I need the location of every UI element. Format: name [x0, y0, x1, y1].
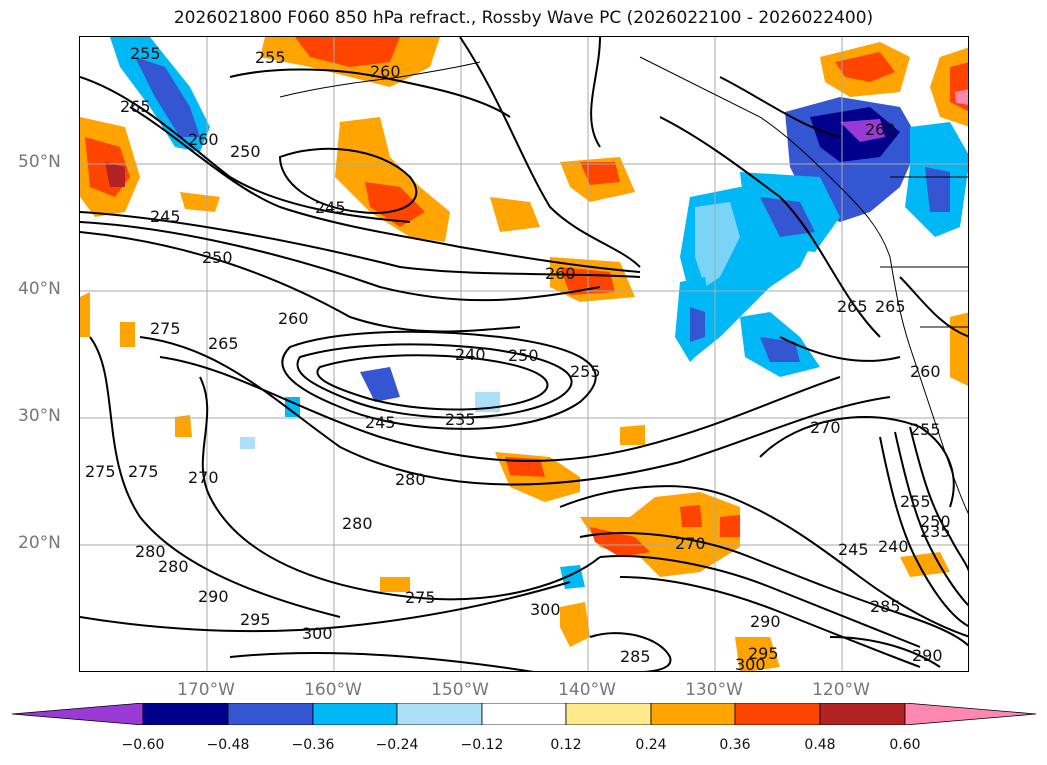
map-panel: 255 255 260 265 260 250 245 245 250 260 … — [79, 36, 969, 672]
lat-label-30n: 30°N — [18, 406, 61, 426]
colorbar-segment — [481, 703, 567, 725]
contour-label: 245 — [150, 207, 181, 226]
colorbar-tick: −0.60 — [121, 737, 165, 753]
colorbar-segment — [819, 703, 906, 725]
lon-label-140w: 140°W — [558, 680, 616, 700]
contour-label: 235 — [445, 410, 476, 429]
contour-label: 290 — [198, 587, 229, 606]
colorbar-segment — [12, 703, 144, 725]
contour-label: 260 — [865, 120, 896, 139]
lon-label-120w: 120°W — [812, 680, 870, 700]
contour-label: 290 — [750, 612, 781, 631]
colorbar-segments — [12, 703, 1036, 725]
contour-label: 270 — [810, 418, 841, 437]
colorbar-segment — [565, 703, 652, 725]
contour-label: 265 — [875, 297, 906, 316]
contour-label: 260 — [370, 62, 401, 81]
colorbar-tick: −0.12 — [460, 737, 504, 753]
colorbar-segment — [904, 703, 1036, 725]
lon-label-150w: 150°W — [431, 680, 489, 700]
contour-label: 280 — [395, 470, 426, 489]
colorbar — [12, 703, 1036, 725]
contour-label: 290 — [912, 646, 943, 665]
colorbar-segment — [734, 703, 821, 725]
contour-label: 285 — [620, 647, 651, 666]
contour-label: 245 — [838, 540, 869, 559]
refractivity-contours — [80, 37, 968, 671]
contour-label: 255 — [130, 44, 161, 63]
contour-label: 260 — [545, 264, 576, 283]
colorbar-tick: 0.36 — [719, 737, 751, 753]
lon-label-170w: 170°W — [177, 680, 235, 700]
contour-labels: 255 255 260 265 260 250 245 245 250 260 … — [85, 44, 951, 672]
map-canvas: 255 255 260 265 260 250 245 245 250 260 … — [80, 37, 968, 672]
contour-label: 300 — [735, 655, 766, 672]
contour-label: 265 — [208, 334, 239, 353]
colorbar-tick: 0.12 — [550, 737, 582, 753]
contour-label: 255 — [910, 420, 941, 439]
colorbar-segment — [142, 703, 229, 725]
map-title: 2026021800 F060 850 hPa refract., Rossby… — [173, 8, 874, 28]
contour-label: 235 — [920, 522, 951, 541]
colorbar-tick: 0.24 — [635, 737, 667, 753]
contour-label: 260 — [910, 362, 941, 381]
contour-label: 250 — [230, 142, 261, 161]
contour-label: 260 — [188, 130, 219, 149]
contour-label: 285 — [870, 597, 901, 616]
contour-label: 280 — [158, 557, 189, 576]
contour-label: 245 — [365, 413, 396, 432]
colorbar-tick: −0.24 — [375, 737, 419, 753]
contour-label: 240 — [455, 345, 486, 364]
contour-label: 275 — [150, 319, 181, 338]
contour-label: 270 — [188, 468, 219, 487]
lon-label-130w: 130°W — [685, 680, 743, 700]
graticule — [80, 37, 968, 671]
colorbar-tick: −0.36 — [291, 737, 335, 753]
lat-label-50n: 50°N — [18, 152, 61, 172]
coastline — [279, 56, 968, 514]
colorbar-tick: −0.48 — [206, 737, 250, 753]
colorbar-segment — [650, 703, 736, 725]
contour-label: 275 — [128, 462, 159, 481]
contour-label: 255 — [570, 362, 601, 381]
colorbar-segment — [227, 703, 314, 725]
contour-label: 255 — [900, 492, 931, 511]
lat-label-20n: 20°N — [18, 533, 61, 553]
colorbar-tick: 0.60 — [889, 737, 921, 753]
contour-label: 280 — [135, 542, 166, 561]
contour-label: 300 — [302, 624, 333, 643]
contour-label: 245 — [315, 198, 346, 217]
colorbar-segment — [312, 703, 398, 725]
lat-label-40n: 40°N — [18, 279, 61, 299]
contour-label: 255 — [255, 48, 286, 67]
contour-label: 265 — [120, 97, 151, 116]
contour-label: 270 — [675, 534, 706, 553]
contour-label: 295 — [240, 610, 271, 629]
contour-label: 250 — [920, 512, 951, 531]
contour-label: 265 — [837, 297, 868, 316]
colorbar-tick: 0.48 — [804, 737, 836, 753]
contour-label: 280 — [342, 514, 373, 533]
lon-label-160w: 160°W — [304, 680, 362, 700]
contour-label: 295 — [748, 644, 779, 663]
contour-label: 275 — [85, 462, 116, 481]
contour-label: 275 — [405, 588, 436, 607]
colorbar-segment — [396, 703, 483, 725]
contour-label: 300 — [530, 600, 561, 619]
contour-label: 260 — [278, 309, 309, 328]
contour-label: 250 — [508, 346, 539, 365]
contour-label: 250 — [202, 248, 233, 267]
contour-label: 240 — [878, 537, 909, 556]
